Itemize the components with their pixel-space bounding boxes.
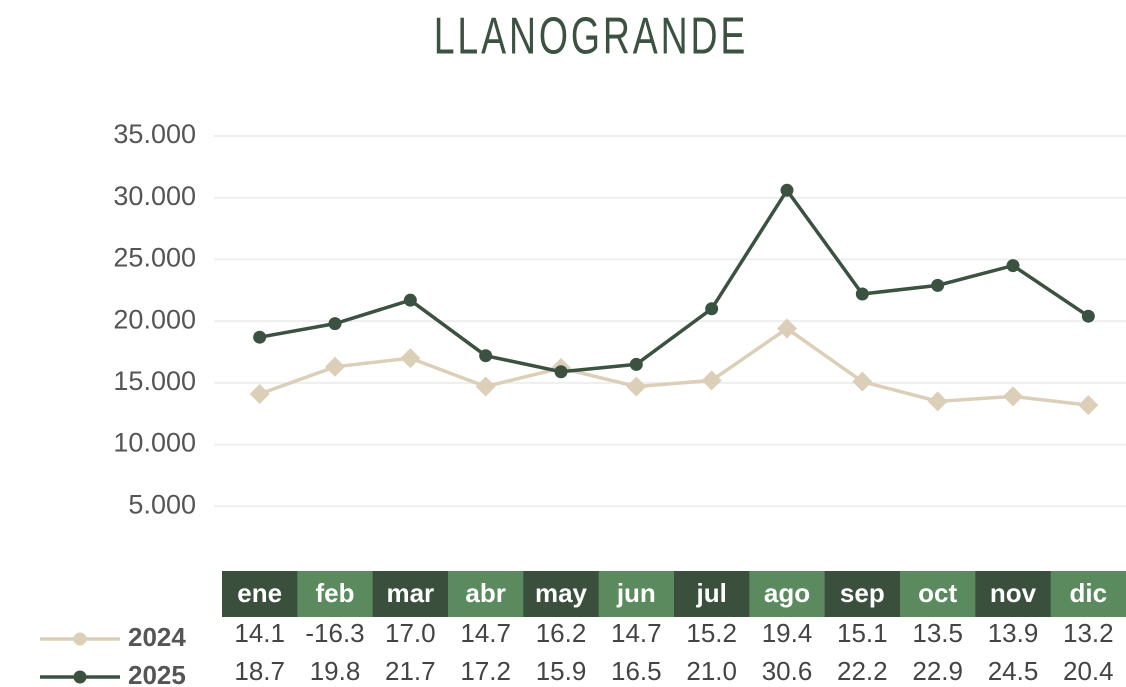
- value-label: 19.8: [310, 656, 361, 686]
- point: [1006, 259, 1020, 273]
- category-cell: [297, 571, 374, 617]
- category-cell: [975, 571, 1052, 617]
- value-label: 21.7: [385, 656, 436, 686]
- category-cell: [1050, 571, 1126, 617]
- category-cell: [900, 571, 976, 617]
- series-line: [259, 326, 1089, 407]
- value-label: 22.9: [912, 656, 963, 686]
- legend-label: 2024: [128, 622, 186, 652]
- point: [852, 371, 873, 392]
- chart-title: LLANOGRANDE: [434, 7, 749, 66]
- category-cell: [523, 571, 600, 617]
- x-tick-label: oct: [918, 578, 957, 608]
- y-tick-label: 30.000: [113, 181, 196, 211]
- point: [325, 356, 345, 377]
- x-tick-label: feb: [316, 578, 355, 608]
- value-label: 19.4: [762, 618, 813, 648]
- category-cell: [372, 571, 449, 617]
- value-label: 17.2: [460, 656, 511, 686]
- category-cell: [448, 571, 524, 617]
- point: [705, 302, 719, 316]
- value-label: -16.3: [305, 618, 364, 648]
- category-cell: [674, 571, 750, 617]
- x-tick-label: ago: [764, 578, 810, 608]
- value-label: 24.5: [988, 656, 1039, 686]
- point: [475, 376, 496, 397]
- x-tick-label: jul: [695, 578, 726, 608]
- category-cell: [598, 571, 675, 617]
- point: [927, 391, 948, 412]
- point: [855, 287, 869, 301]
- y-tick-label: 25.000: [113, 243, 196, 273]
- series-line: [259, 187, 1090, 374]
- legend-label: 2025: [128, 660, 186, 687]
- value-label: 17.0: [385, 618, 436, 648]
- x-tick-label: mar: [386, 578, 434, 608]
- x-tick-label: ene: [237, 578, 282, 608]
- point: [403, 293, 417, 307]
- value-label: 21.0: [686, 656, 737, 686]
- point: [780, 183, 794, 197]
- x-tick-label: jun: [616, 578, 656, 608]
- point: [249, 383, 270, 404]
- value-label: 20.4: [1063, 656, 1114, 686]
- value-label: 15.2: [686, 618, 737, 648]
- point: [554, 365, 568, 379]
- legend-marker: [73, 670, 87, 684]
- value-label: 14.7: [460, 618, 511, 648]
- point: [626, 376, 647, 397]
- x-tick-label: dic: [1070, 578, 1108, 608]
- x-tick-label: abr: [465, 578, 505, 608]
- category-cell: [222, 571, 298, 617]
- value-label: 22.2: [837, 656, 888, 686]
- point: [629, 357, 643, 371]
- value-label: 14.7: [611, 618, 662, 648]
- title-group: LLANOGRANDE: [434, 7, 749, 66]
- point: [400, 348, 421, 369]
- y-tick-label: 10.000: [113, 428, 196, 458]
- y-tick-label: 5.000: [128, 489, 196, 519]
- y-tick-label: 15.000: [113, 366, 196, 396]
- value-label: 30.6: [762, 656, 813, 686]
- value-label: 16.5: [611, 656, 662, 686]
- point: [931, 278, 945, 292]
- x-tick-label: nov: [990, 578, 1037, 608]
- point: [253, 330, 267, 344]
- point: [479, 349, 493, 363]
- category-cell: [749, 571, 826, 617]
- value-label: 15.1: [837, 618, 888, 648]
- point: [328, 317, 342, 331]
- value-label: 18.7: [234, 656, 285, 686]
- y-tick-label: 35.000: [113, 119, 196, 149]
- x-tick-label: may: [535, 578, 588, 608]
- value-label: 14.1: [234, 618, 285, 648]
- value-label: 13.2: [1063, 618, 1114, 648]
- point: [777, 318, 797, 339]
- x-tick-label: sep: [840, 578, 885, 608]
- value-label: 13.5: [912, 618, 963, 648]
- value-label: 15.9: [536, 656, 587, 686]
- category-cell: [824, 571, 901, 617]
- value-label: 13.9: [988, 618, 1039, 648]
- value-label: 16.2: [536, 618, 587, 648]
- point: [1078, 395, 1099, 416]
- point: [701, 370, 722, 391]
- legend-marker: [73, 632, 87, 646]
- point: [1081, 309, 1095, 323]
- point: [1003, 386, 1023, 407]
- y-tick-label: 20.000: [113, 304, 196, 334]
